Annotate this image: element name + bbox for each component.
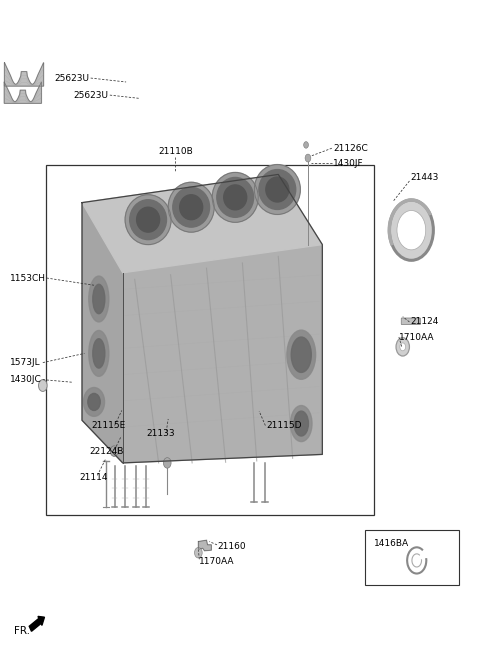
Text: 22124B: 22124B (89, 447, 124, 456)
Circle shape (397, 210, 426, 250)
Ellipse shape (254, 165, 300, 214)
Circle shape (38, 380, 47, 392)
Text: 21115D: 21115D (266, 421, 302, 430)
Text: 21126C: 21126C (333, 144, 368, 152)
Polygon shape (82, 202, 123, 463)
Ellipse shape (259, 170, 296, 210)
Ellipse shape (217, 177, 253, 217)
Text: 1170AA: 1170AA (199, 556, 235, 566)
Circle shape (110, 446, 118, 457)
Text: 21133: 21133 (147, 429, 175, 438)
Ellipse shape (125, 194, 171, 244)
Polygon shape (4, 82, 41, 103)
Text: 21110B: 21110B (158, 147, 193, 156)
Text: 25623U: 25623U (73, 91, 108, 101)
Text: 21160: 21160 (217, 541, 246, 551)
Text: 21115E: 21115E (92, 421, 126, 430)
Circle shape (163, 458, 171, 468)
Circle shape (88, 394, 100, 411)
Bar (46, 165, 374, 515)
Polygon shape (82, 174, 323, 273)
Ellipse shape (294, 411, 309, 436)
Circle shape (400, 343, 406, 351)
Polygon shape (198, 540, 211, 551)
Text: 1153CH: 1153CH (10, 273, 46, 283)
Text: 1573JL: 1573JL (10, 358, 41, 367)
FancyArrow shape (29, 616, 45, 631)
Text: 25623U: 25623U (54, 74, 89, 83)
FancyBboxPatch shape (401, 318, 420, 325)
Circle shape (396, 338, 409, 356)
Ellipse shape (212, 173, 258, 222)
Ellipse shape (89, 276, 109, 322)
Ellipse shape (287, 330, 316, 379)
Ellipse shape (93, 284, 105, 313)
Ellipse shape (89, 330, 109, 376)
Ellipse shape (266, 177, 289, 202)
Text: FR.: FR. (14, 626, 30, 637)
Circle shape (84, 388, 105, 417)
Text: 1430JF: 1430JF (333, 159, 364, 168)
Ellipse shape (130, 200, 167, 240)
Ellipse shape (290, 405, 312, 442)
Polygon shape (123, 244, 323, 463)
Ellipse shape (93, 339, 105, 368)
Ellipse shape (173, 187, 210, 227)
Bar (365, 530, 459, 585)
Ellipse shape (137, 207, 159, 232)
Ellipse shape (224, 185, 247, 210)
Text: 1430JC: 1430JC (10, 375, 42, 384)
Ellipse shape (168, 182, 214, 232)
Polygon shape (4, 62, 44, 86)
Text: 1416BA: 1416BA (374, 539, 409, 548)
Text: 21114: 21114 (80, 474, 108, 482)
Circle shape (194, 547, 202, 558)
Circle shape (389, 200, 433, 260)
Circle shape (305, 154, 311, 162)
Ellipse shape (180, 194, 203, 219)
Circle shape (304, 142, 309, 148)
Ellipse shape (291, 337, 312, 373)
Text: 21124: 21124 (410, 317, 438, 327)
Text: 1710AA: 1710AA (399, 332, 434, 342)
Text: 21443: 21443 (410, 173, 438, 182)
